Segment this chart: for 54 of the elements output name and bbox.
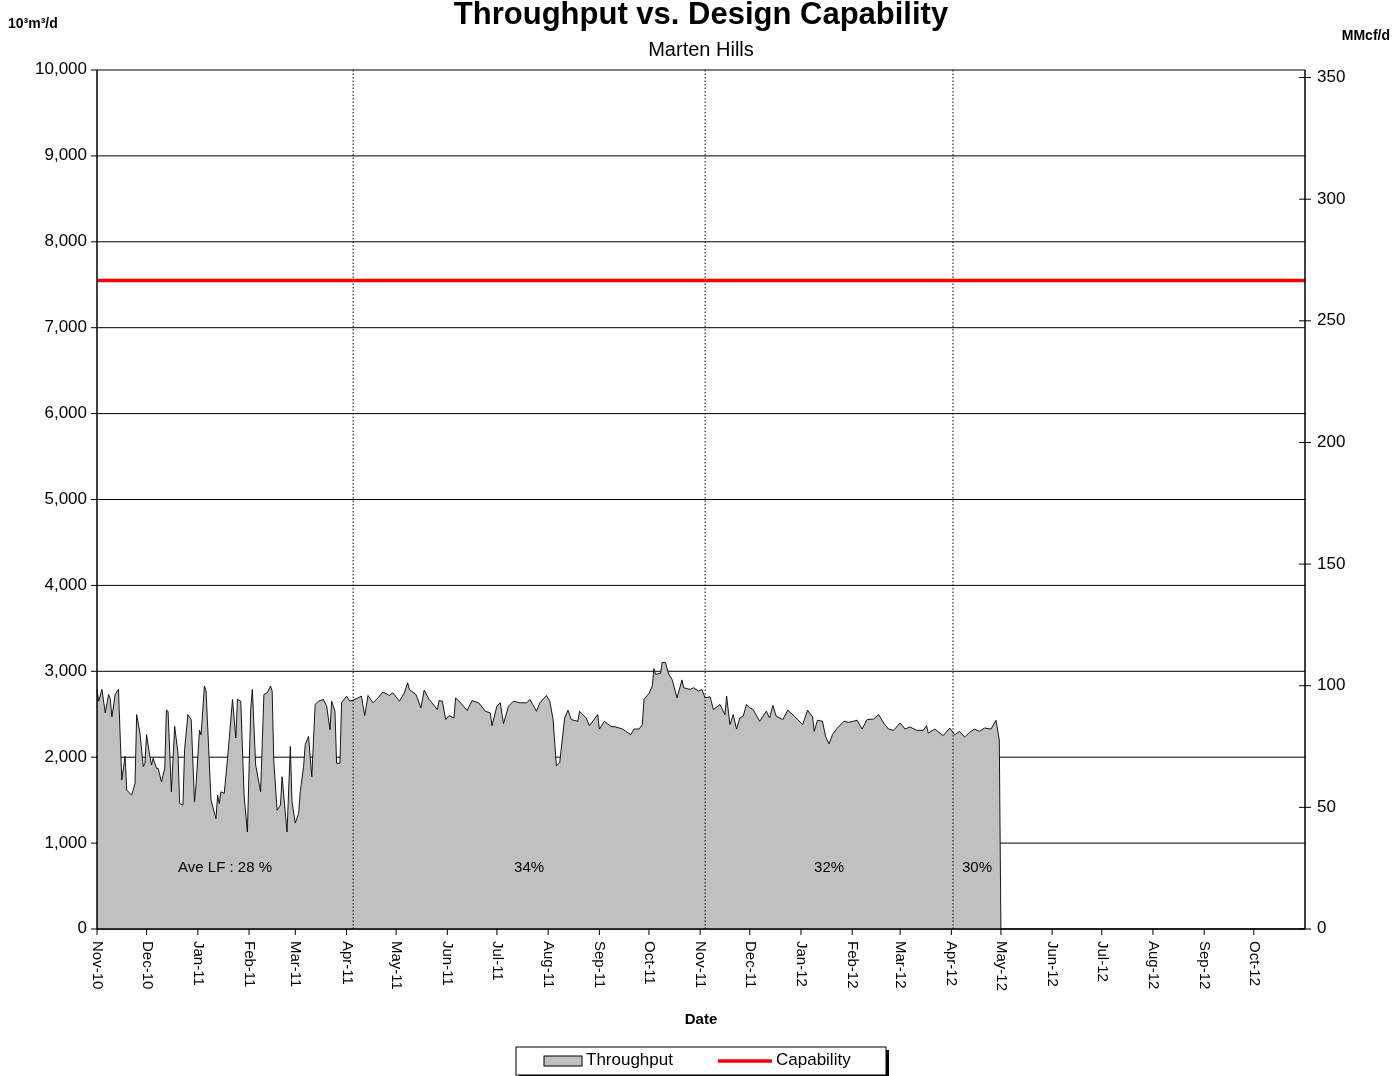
y2-tick-label: 100 [1317, 675, 1346, 695]
x-tick-label: Aug-12 [1146, 941, 1163, 990]
x-tick-label: May-12 [993, 941, 1011, 992]
y-tick-label: 9,000 [44, 145, 87, 165]
x-tick-label: Apr-12 [944, 941, 962, 987]
y2-tick-label: 50 [1317, 796, 1336, 816]
x-tick-label: Mar-12 [893, 941, 911, 989]
x-tick-label: Mar-11 [288, 941, 306, 988]
x-tick-label: Nov-10 [90, 941, 108, 990]
x-tick-label: Dec-11 [742, 941, 760, 989]
y-tick-label: 8,000 [44, 231, 87, 251]
x-tick-label: Jul-12 [1094, 941, 1112, 982]
x-tick-label: Oct-11 [641, 941, 659, 985]
x-axis-title: Date [684, 1010, 718, 1027]
y2-axis-title: MMcf/d [1341, 27, 1390, 43]
annotation: 32% [814, 857, 845, 875]
x-tick-label: Jun-12 [1045, 941, 1063, 987]
x-tick-label: Aug-11 [541, 941, 559, 989]
x-tick-label: Jun-11 [440, 941, 458, 986]
annotation: 30% [961, 857, 992, 875]
x-tick-label: Dec-10 [139, 941, 157, 990]
x-tick-label: Apr-11 [339, 941, 357, 985]
x-tick-label: Feb-11 [242, 941, 260, 988]
annotation: Ave LF : 28 % [178, 857, 273, 875]
x-tick-label: Sep-11 [592, 941, 610, 989]
y2-tick-label: 350 [1317, 67, 1346, 87]
y-tick-label: 1,000 [44, 832, 87, 852]
x-tick-label: Nov-11 [693, 941, 711, 989]
x-tick-label: Jul-11 [489, 941, 507, 981]
legend-label: Capability [776, 1050, 852, 1070]
x-tick-label: May-11 [389, 941, 407, 990]
y-tick-label: 10,000 [35, 59, 87, 79]
y-tick-label: 5,000 [44, 488, 87, 508]
chart-title: Throughput vs. Design Capability [453, 0, 949, 31]
legend-label: Throughput [586, 1050, 674, 1070]
y-tick-label: 4,000 [44, 574, 87, 594]
y-tick-label: 3,000 [44, 660, 87, 680]
y-tick-label: 2,000 [44, 746, 87, 766]
x-tick-label: Sep-12 [1197, 941, 1215, 990]
y2-tick-label: 250 [1317, 310, 1346, 330]
x-tick-label: Oct-12 [1246, 941, 1264, 987]
annotation: 34% [514, 857, 545, 875]
x-tick-label: Feb-12 [845, 941, 863, 989]
chart-subtitle: Marten Hills [648, 38, 754, 60]
x-tick-label: Jan-11 [190, 941, 208, 986]
y-axis-title: 10³m³/d [8, 15, 58, 31]
x-tick-label: Jan-12 [794, 941, 812, 987]
y-tick-label: 7,000 [44, 317, 87, 337]
y2-tick-label: 300 [1317, 188, 1346, 208]
y-tick-label: 6,000 [44, 403, 87, 423]
y2-tick-label: 0 [1317, 918, 1327, 938]
y-tick-label: 0 [77, 918, 87, 938]
y2-tick-label: 150 [1317, 553, 1346, 573]
y2-tick-label: 200 [1317, 431, 1346, 451]
